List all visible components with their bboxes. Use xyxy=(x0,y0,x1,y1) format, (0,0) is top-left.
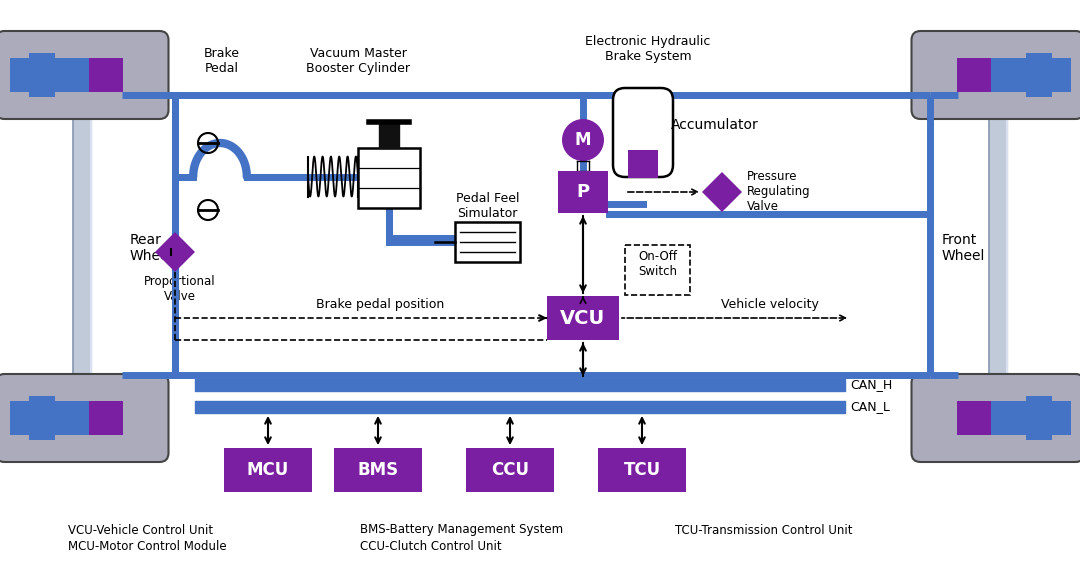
Bar xyxy=(455,222,519,262)
Text: P: P xyxy=(577,183,590,201)
Text: M: M xyxy=(575,131,591,149)
FancyBboxPatch shape xyxy=(0,374,168,462)
Circle shape xyxy=(562,119,604,161)
Text: Front
Wheel: Front Wheel xyxy=(942,233,985,263)
Text: CCU-Clutch Control Unit: CCU-Clutch Control Unit xyxy=(360,541,501,553)
Text: Vehicle velocity: Vehicle velocity xyxy=(721,298,819,311)
Bar xyxy=(1026,53,1052,97)
Text: Brake pedal position: Brake pedal position xyxy=(315,298,444,311)
FancyBboxPatch shape xyxy=(912,374,1080,462)
Bar xyxy=(89,401,123,435)
Bar xyxy=(379,122,399,148)
Text: Rear
Wheel: Rear Wheel xyxy=(130,233,174,263)
Text: BMS: BMS xyxy=(357,461,399,479)
Text: Electronic Hydraulic
Brake System: Electronic Hydraulic Brake System xyxy=(585,35,711,63)
Text: Proportional
Valve: Proportional Valve xyxy=(145,275,216,303)
Bar xyxy=(558,171,608,213)
Bar xyxy=(10,58,97,92)
Bar xyxy=(598,448,686,492)
Text: CAN_L: CAN_L xyxy=(850,400,890,413)
Text: Pressure
Regulating
Valve: Pressure Regulating Valve xyxy=(747,171,811,214)
Bar xyxy=(1026,396,1052,440)
Bar xyxy=(983,58,1070,92)
Bar xyxy=(625,245,690,295)
Text: TCU: TCU xyxy=(623,461,661,479)
Polygon shape xyxy=(702,172,742,212)
Bar xyxy=(28,396,54,440)
Bar xyxy=(357,148,420,208)
Text: TCU-Transmission Control Unit: TCU-Transmission Control Unit xyxy=(675,524,852,537)
Bar xyxy=(546,296,619,340)
Bar xyxy=(28,53,54,97)
Polygon shape xyxy=(156,232,195,272)
Text: MCU-Motor Control Module: MCU-Motor Control Module xyxy=(68,541,227,553)
FancyBboxPatch shape xyxy=(0,31,168,119)
Bar xyxy=(983,401,1070,435)
Text: Pedal Feel
Simulator: Pedal Feel Simulator xyxy=(456,192,519,220)
Bar xyxy=(224,448,312,492)
Text: CCU: CCU xyxy=(491,461,529,479)
Text: Accumulator: Accumulator xyxy=(671,118,759,132)
Bar xyxy=(957,401,991,435)
Bar xyxy=(465,448,554,492)
FancyBboxPatch shape xyxy=(613,88,673,177)
Bar xyxy=(334,448,422,492)
Bar xyxy=(89,58,123,92)
FancyBboxPatch shape xyxy=(912,31,1080,119)
Text: MCU: MCU xyxy=(247,461,289,479)
Text: VCU-Vehicle Control Unit: VCU-Vehicle Control Unit xyxy=(68,524,213,537)
Text: Vacuum Master
Booster Cylinder: Vacuum Master Booster Cylinder xyxy=(306,47,410,75)
Text: VCU: VCU xyxy=(561,308,606,328)
Bar xyxy=(627,150,658,178)
Text: Brake
Pedal: Brake Pedal xyxy=(204,47,240,75)
Bar xyxy=(957,58,991,92)
Bar xyxy=(10,401,97,435)
Text: BMS-Battery Management System: BMS-Battery Management System xyxy=(360,524,563,537)
Text: On-Off
Switch: On-Off Switch xyxy=(638,250,677,278)
Text: CAN_H: CAN_H xyxy=(850,379,892,392)
